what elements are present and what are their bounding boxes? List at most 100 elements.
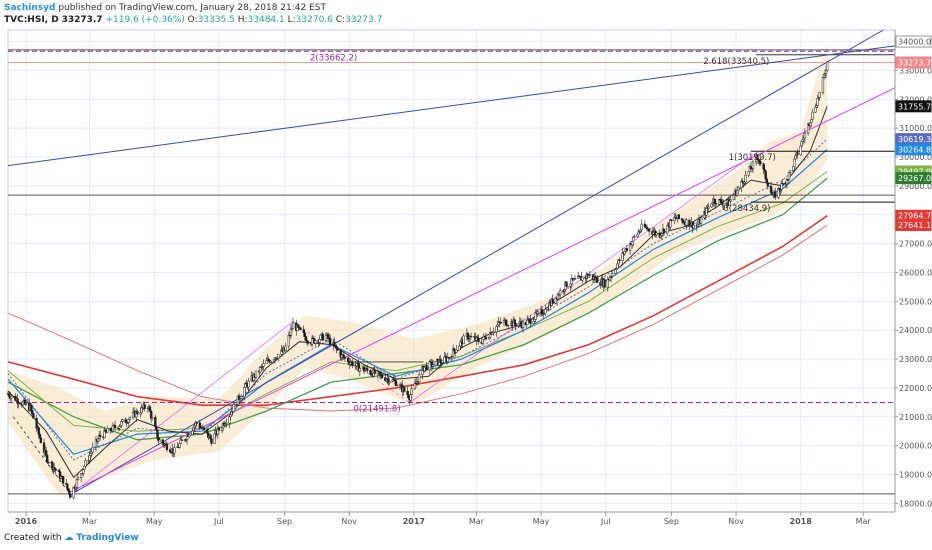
candle-body xyxy=(788,170,792,173)
candle xyxy=(640,219,643,233)
close-label: C: xyxy=(335,15,346,25)
candle-body xyxy=(824,69,828,74)
candle xyxy=(217,426,221,435)
candle-body xyxy=(188,434,191,437)
candle xyxy=(692,220,695,230)
candle-body xyxy=(737,187,740,191)
candle-body xyxy=(406,391,409,396)
candle-body xyxy=(799,145,802,156)
candle xyxy=(566,285,569,288)
candle-body xyxy=(425,365,428,371)
tradingview-brand[interactable]: TradingView xyxy=(76,533,139,543)
candle-body xyxy=(54,468,57,471)
ohlc-line: TVC:HSI, D 33273.7 +119.6 (+0.36%) O:333… xyxy=(4,14,382,26)
x-tick-label: Jul xyxy=(213,517,224,526)
candle-body xyxy=(120,421,123,426)
author-link[interactable]: Sachinsyd xyxy=(4,3,56,13)
candle xyxy=(388,380,391,386)
candle-body xyxy=(729,199,732,202)
candle-body xyxy=(113,425,117,428)
candle-body xyxy=(82,469,85,474)
bollinger-band xyxy=(8,41,828,495)
candle-body xyxy=(156,429,159,439)
candle-body xyxy=(566,285,569,288)
candle xyxy=(645,224,649,231)
candle xyxy=(618,257,621,263)
candle-body xyxy=(540,309,544,315)
candle xyxy=(670,219,673,222)
candle-body xyxy=(735,189,739,196)
fib-label: 0(28434.9) xyxy=(723,204,770,214)
price-tag-bg xyxy=(895,35,932,48)
candle-body xyxy=(232,404,235,413)
candle xyxy=(269,360,272,364)
candle-body xyxy=(796,152,799,156)
candle-body xyxy=(428,361,431,371)
fib-label: 2(33662.2) xyxy=(310,53,357,63)
fib-labels: 2(33662.2) 2.618(33540.5) 1(30199.7) 0(2843… xyxy=(310,53,776,414)
price-chart[interactable]: 2(33662.2) 2.618(33540.5) 1(30199.7) 0(2843… xyxy=(0,0,932,530)
candle xyxy=(481,339,484,345)
candle xyxy=(722,199,725,210)
price-tag-label: 29267.0 xyxy=(898,174,931,183)
candle-body xyxy=(191,430,194,436)
candle xyxy=(766,181,769,190)
candle xyxy=(351,359,354,368)
candle xyxy=(596,275,599,283)
x-tick-label: Jul xyxy=(600,517,611,526)
candle-body xyxy=(764,170,767,180)
candle xyxy=(788,170,792,175)
candle-body xyxy=(423,366,426,372)
candle xyxy=(61,476,65,487)
symbol-label[interactable]: TVC:HSI, D xyxy=(4,15,59,25)
candle-body xyxy=(633,236,636,238)
candle xyxy=(254,370,258,380)
candle xyxy=(826,60,829,72)
candle-body xyxy=(373,369,376,374)
publish-line: Sachinsyd published on TradingView.com, … xyxy=(4,2,382,14)
candle-body xyxy=(10,396,13,399)
candle-body xyxy=(720,199,723,203)
candle-body xyxy=(84,460,87,467)
candle-body xyxy=(440,362,443,364)
candle-body xyxy=(826,61,829,71)
candle xyxy=(277,353,280,362)
candle xyxy=(462,333,465,345)
candle-body xyxy=(631,241,634,246)
candle xyxy=(536,308,540,317)
candle xyxy=(633,234,636,240)
candle xyxy=(299,327,302,331)
candle-body xyxy=(358,368,361,372)
candle xyxy=(32,413,35,419)
candle-body xyxy=(466,333,470,340)
candle xyxy=(247,377,250,391)
candle xyxy=(744,170,747,185)
price-tag-bg xyxy=(895,219,932,232)
candle-body xyxy=(536,311,540,315)
candle-body xyxy=(529,318,532,324)
chart-header: Sachinsyd published on TradingView.com, … xyxy=(4,2,382,26)
x-tick-label: May xyxy=(146,517,163,526)
candle-body xyxy=(321,333,324,341)
candle xyxy=(625,245,629,253)
candle-body xyxy=(696,224,700,227)
candle xyxy=(113,420,117,431)
candle-body xyxy=(388,381,391,384)
candle xyxy=(373,365,376,376)
x-tick-label: Nov xyxy=(728,517,744,526)
candle xyxy=(781,179,784,185)
candle xyxy=(484,332,488,341)
candle-body xyxy=(810,119,813,124)
candle-body xyxy=(254,370,258,378)
candle xyxy=(180,436,183,441)
candle-body xyxy=(526,319,529,326)
candle-body xyxy=(37,427,40,435)
candle-body xyxy=(655,232,658,236)
candle-body xyxy=(347,357,350,363)
candle-body xyxy=(89,453,92,456)
moving-average-line xyxy=(7,215,828,407)
candle-body xyxy=(521,321,525,329)
y-tick-label: 18000.0 xyxy=(899,499,932,508)
candle-body xyxy=(403,387,406,392)
moving-average-line xyxy=(7,224,828,412)
